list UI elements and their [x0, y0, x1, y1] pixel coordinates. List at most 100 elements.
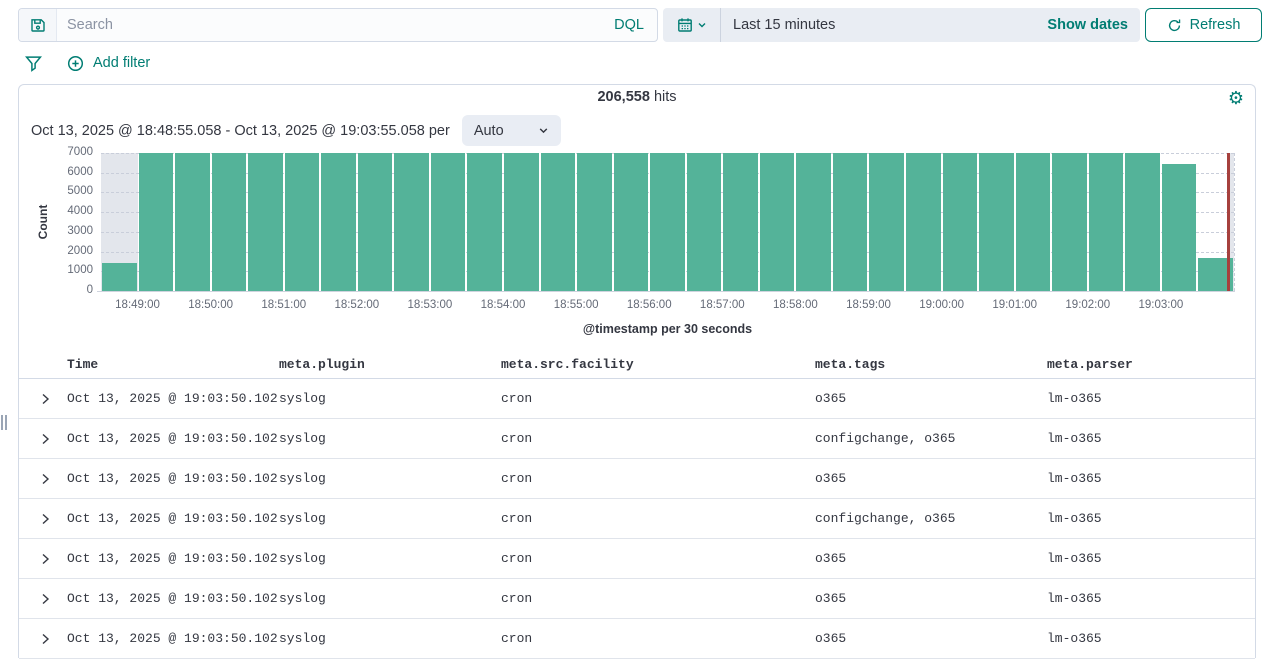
expand-row-button[interactable]: [39, 553, 51, 565]
chevron-down-icon: [538, 125, 549, 136]
table-row[interactable]: Oct 13, 2025 @ 19:03:50.102syslogcrono36…: [19, 459, 1255, 499]
histogram-bucket[interactable]: [759, 153, 796, 291]
cell-time: Oct 13, 2025 @ 19:03:50.102: [67, 391, 279, 406]
column-header-meta-tags: meta.tags: [815, 357, 1047, 372]
histogram-bar[interactable]: [614, 153, 649, 291]
histogram-bucket[interactable]: [942, 153, 979, 291]
histogram-bar[interactable]: [650, 153, 685, 291]
cell-meta-plugin: syslog: [279, 551, 501, 566]
table-row[interactable]: Oct 13, 2025 @ 19:03:50.102syslogcroncon…: [19, 499, 1255, 539]
histogram-bar[interactable]: [979, 153, 1014, 291]
refresh-label: Refresh: [1190, 17, 1241, 33]
table-row[interactable]: Oct 13, 2025 @ 19:03:50.102syslogcrono36…: [19, 539, 1255, 579]
table-row[interactable]: Oct 13, 2025 @ 19:03:50.102syslogcrono36…: [19, 619, 1255, 659]
histogram-bucket[interactable]: [138, 153, 175, 291]
histogram-bucket[interactable]: [393, 153, 430, 291]
histogram-bucket[interactable]: [686, 153, 723, 291]
interval-select[interactable]: Auto: [462, 115, 561, 146]
histogram-bucket[interactable]: [284, 153, 321, 291]
histogram-bar[interactable]: [723, 153, 758, 291]
show-dates-button[interactable]: Show dates: [1035, 17, 1140, 33]
save-query-button[interactable]: [19, 9, 57, 41]
histogram-bucket[interactable]: [211, 153, 248, 291]
histogram-bucket[interactable]: [576, 153, 613, 291]
sidebar-resize-handle[interactable]: [1, 415, 7, 430]
expand-row-button[interactable]: [39, 393, 51, 405]
histogram-bucket[interactable]: [978, 153, 1015, 291]
quick-select-button[interactable]: [663, 8, 721, 42]
histogram-bucket[interactable]: [649, 153, 686, 291]
cell-meta-plugin: syslog: [279, 471, 501, 486]
dql-button[interactable]: DQL: [601, 9, 657, 41]
histogram-bar[interactable]: [504, 153, 539, 291]
histogram-bucket[interactable]: [247, 153, 284, 291]
histogram-bucket[interactable]: [613, 153, 650, 291]
filter-funnel-icon[interactable]: [25, 55, 42, 72]
histogram-bar[interactable]: [467, 153, 502, 291]
expand-row-button[interactable]: [39, 593, 51, 605]
histogram-bucket[interactable]: [320, 153, 357, 291]
histogram-bucket[interactable]: [466, 153, 503, 291]
add-filter-button[interactable]: Add filter: [61, 54, 156, 73]
histogram-bucket[interactable]: [540, 153, 577, 291]
histogram-bucket[interactable]: [832, 153, 869, 291]
histogram-bucket[interactable]: [1051, 153, 1088, 291]
histogram-bar[interactable]: [687, 153, 722, 291]
histogram-bar[interactable]: [760, 153, 795, 291]
table-row[interactable]: Oct 13, 2025 @ 19:03:50.102syslogcrono36…: [19, 579, 1255, 619]
expand-row-button[interactable]: [39, 633, 51, 645]
refresh-button[interactable]: Refresh: [1145, 8, 1262, 42]
histogram-bar[interactable]: [285, 153, 320, 291]
histogram-bar[interactable]: [1125, 153, 1160, 291]
histogram-bar[interactable]: [394, 153, 429, 291]
column-header-meta-src-facility: meta.src.facility: [501, 357, 815, 372]
expand-row-button[interactable]: [39, 513, 51, 525]
histogram-bucket[interactable]: [795, 153, 832, 291]
histogram-bucket[interactable]: [905, 153, 942, 291]
histogram-bucket[interactable]: [430, 153, 467, 291]
expand-row-button[interactable]: [39, 473, 51, 485]
column-header-meta-plugin: meta.plugin: [279, 357, 501, 372]
table-row[interactable]: Oct 13, 2025 @ 19:03:50.102syslogcrono36…: [19, 379, 1255, 419]
x-axis-tick: 19:01:00: [980, 299, 1050, 311]
x-axis-tick: 18:55:00: [541, 299, 611, 311]
x-axis-tick: 18:56:00: [614, 299, 684, 311]
histogram-bar[interactable]: [577, 153, 612, 291]
histogram-bar[interactable]: [1089, 153, 1124, 291]
histogram-bar[interactable]: [943, 153, 978, 291]
histogram-bar[interactable]: [906, 153, 941, 291]
histogram-bar[interactable]: [212, 153, 247, 291]
histogram-bucket[interactable]: [1015, 153, 1052, 291]
histogram-bar[interactable]: [248, 153, 283, 291]
histogram-bar[interactable]: [1162, 164, 1197, 291]
cell-meta-src-facility: cron: [501, 551, 815, 566]
gear-icon[interactable]: ⚙: [1228, 88, 1244, 108]
histogram-bar[interactable]: [796, 153, 831, 291]
histogram-bar[interactable]: [321, 153, 356, 291]
histogram-bar[interactable]: [1052, 153, 1087, 291]
table-header-row: Time meta.plugin meta.src.facility meta.…: [19, 351, 1255, 379]
table-row[interactable]: Oct 13, 2025 @ 19:03:50.102syslogcroncon…: [19, 419, 1255, 459]
histogram-bar[interactable]: [358, 153, 393, 291]
histogram-bucket[interactable]: [1124, 153, 1161, 291]
expand-row-button[interactable]: [39, 433, 51, 445]
add-filter-label: Add filter: [93, 55, 150, 71]
timerange-display[interactable]: Last 15 minutes: [721, 17, 1035, 33]
histogram-bar[interactable]: [869, 153, 904, 291]
histogram-bucket[interactable]: [174, 153, 211, 291]
histogram-bucket[interactable]: [357, 153, 394, 291]
histogram-bucket[interactable]: [503, 153, 540, 291]
histogram-bar[interactable]: [1016, 153, 1051, 291]
date-picker: Last 15 minutes Show dates: [663, 8, 1140, 42]
histogram-bucket[interactable]: [1161, 153, 1198, 291]
histogram-bar[interactable]: [102, 263, 137, 291]
histogram-bar[interactable]: [175, 153, 210, 291]
histogram-bucket[interactable]: [868, 153, 905, 291]
histogram-bar[interactable]: [833, 153, 868, 291]
histogram-bucket[interactable]: [1088, 153, 1125, 291]
histogram-bar[interactable]: [431, 153, 466, 291]
histogram-bar[interactable]: [541, 153, 576, 291]
histogram-bar[interactable]: [139, 153, 174, 291]
histogram-bucket[interactable]: [722, 153, 759, 291]
search-input[interactable]: [57, 9, 601, 41]
